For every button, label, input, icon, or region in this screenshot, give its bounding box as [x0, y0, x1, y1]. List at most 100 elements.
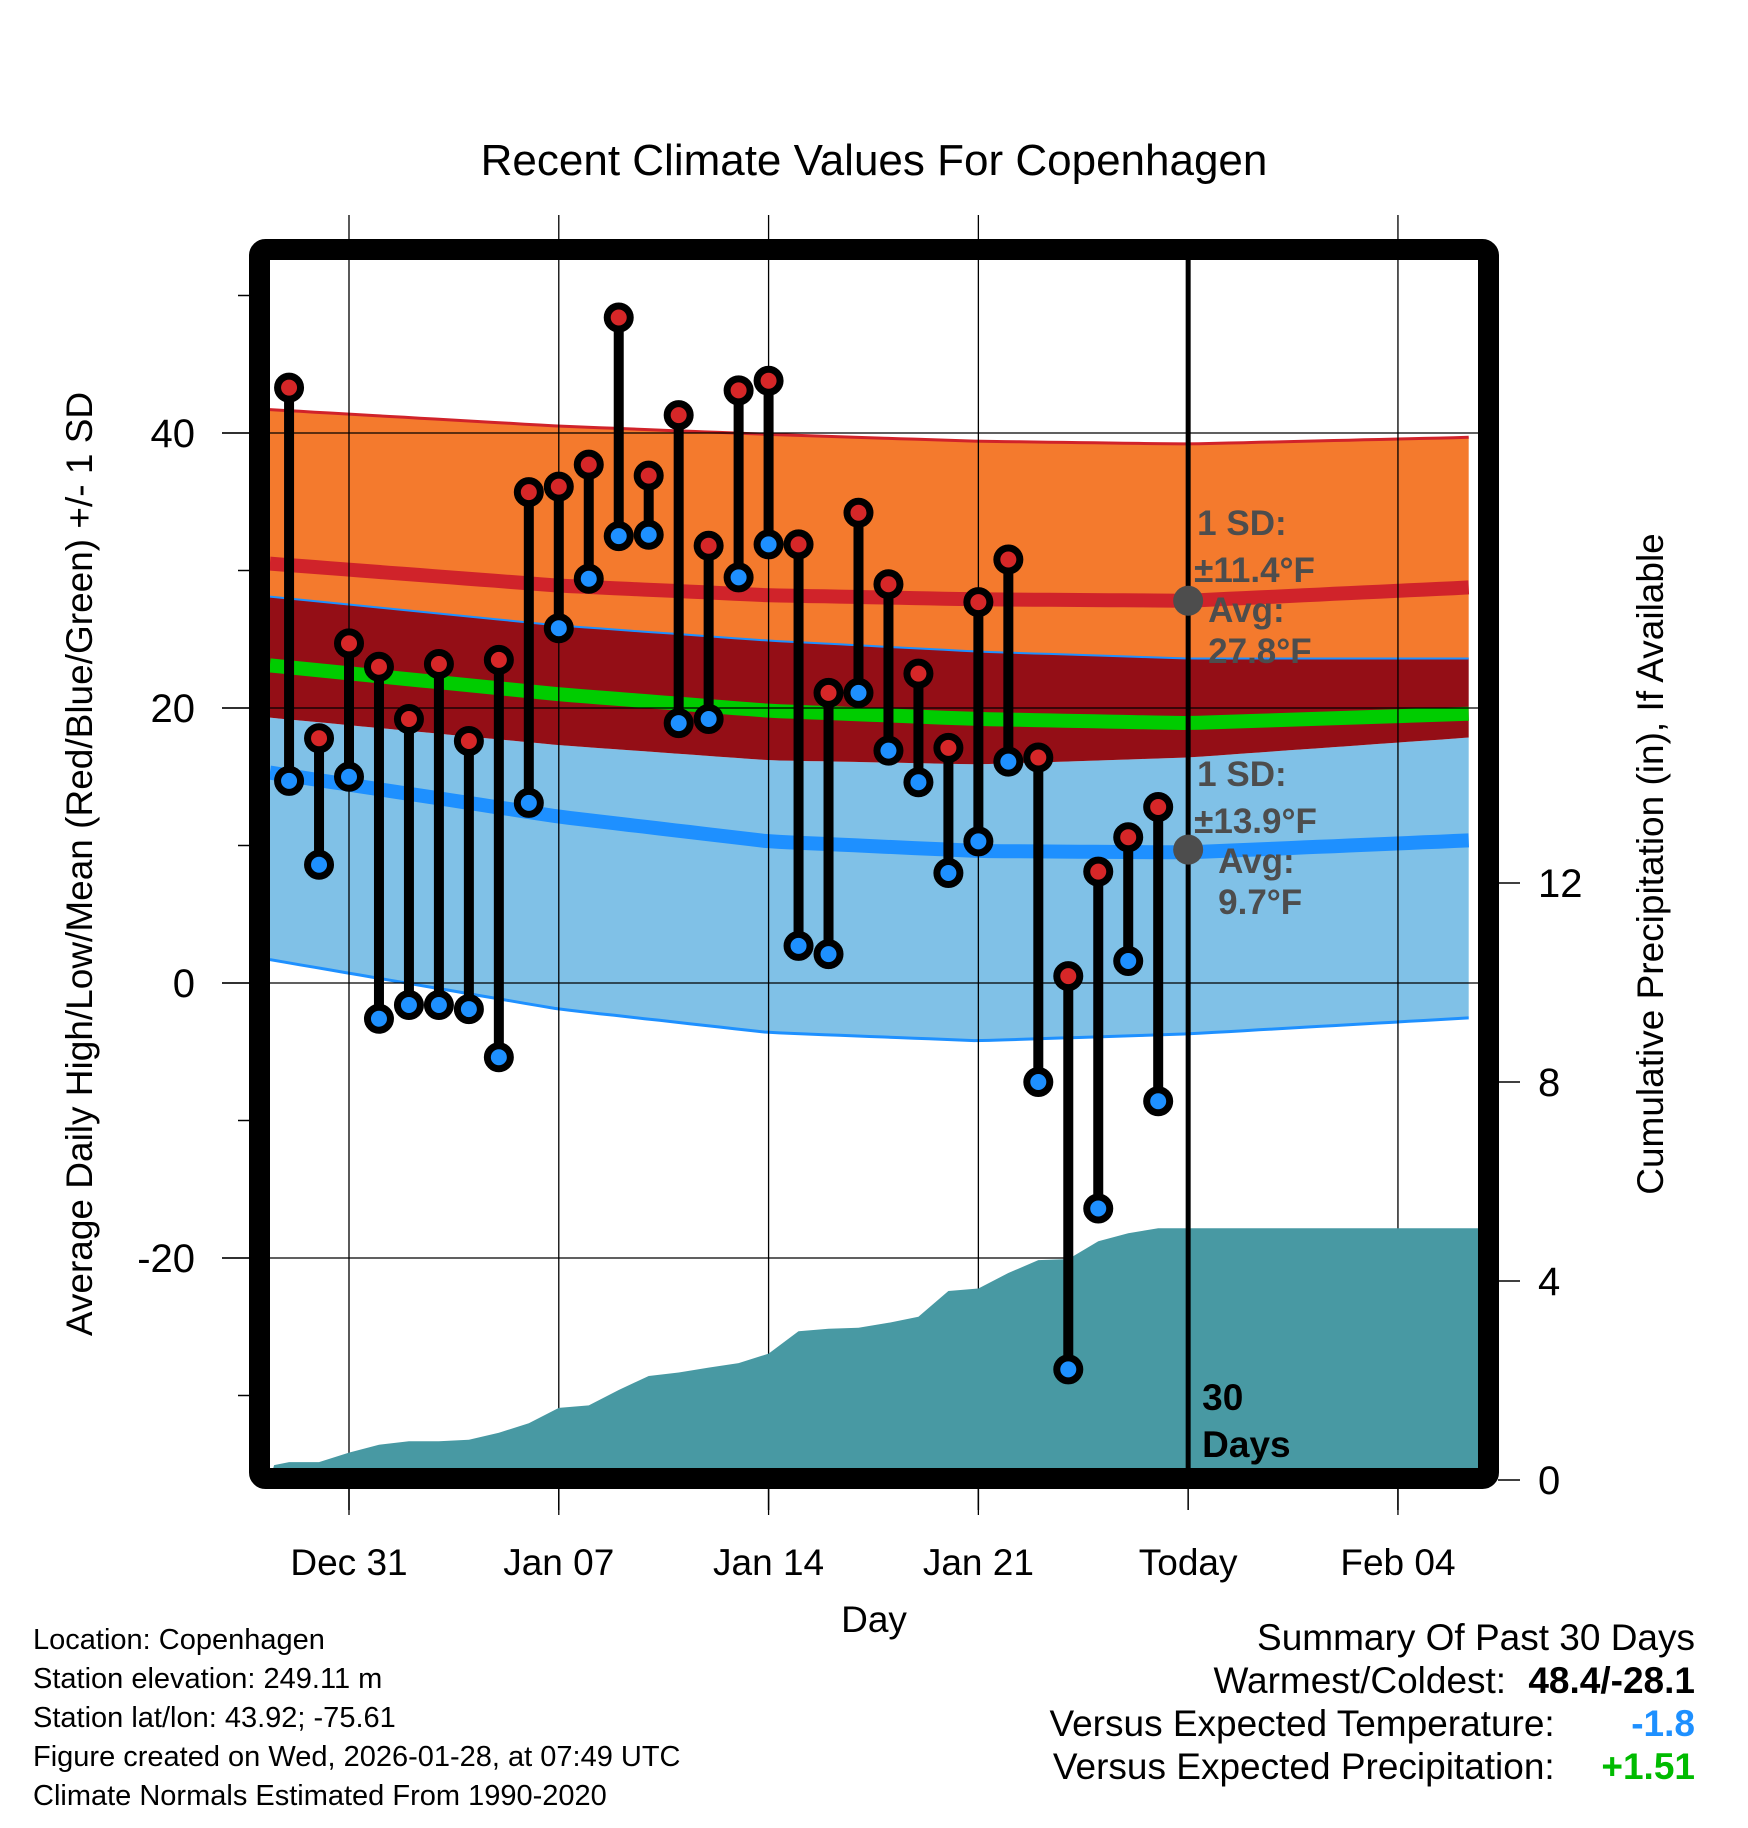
daily-high-point	[423, 649, 454, 679]
normals-text: Climate Normals Estimated From 1990-2020	[33, 1780, 607, 1812]
x-tick-label: Dec 31	[290, 1542, 407, 1583]
elevation-text: Station elevation: 249.11 m	[33, 1663, 383, 1695]
daily-mark	[1053, 961, 1084, 1385]
high-sd-value: ±11.4°F	[1194, 551, 1315, 590]
daily-marks	[274, 302, 1174, 1385]
daily-low-point	[483, 1042, 514, 1073]
daily-mark	[1083, 856, 1114, 1224]
chart-title: Recent Climate Values For Copenhagen	[481, 136, 1268, 185]
y2-axis-label: Cumulative Precipitation (in), If Availa…	[1630, 533, 1671, 1195]
high-avg-dot	[1173, 585, 1204, 616]
daily-high-point	[1113, 822, 1144, 853]
daily-mark	[873, 569, 904, 766]
precip-area	[273, 1228, 1478, 1468]
daily-mark	[663, 400, 694, 739]
daily-mark	[1023, 742, 1054, 1097]
daily-mark	[274, 372, 305, 796]
high-plus-sd-line	[270, 408, 1469, 446]
summary-panel: Summary Of Past 30 Days Warmest/Coldest:…	[1049, 1616, 1695, 1788]
x-tick-label: Today	[1139, 1542, 1238, 1583]
daily-high-point	[573, 449, 604, 480]
low-sd-label: 1 SD:	[1197, 755, 1286, 794]
daily-mark	[453, 726, 484, 1025]
daily-high-point	[513, 477, 544, 508]
low-avg-label: Avg:	[1218, 842, 1294, 881]
x-tick-label: Jan 14	[713, 1542, 824, 1583]
location-text: Location: Copenhagen	[33, 1624, 325, 1656]
days-word-label: Days	[1202, 1424, 1290, 1465]
daily-mark	[903, 658, 934, 798]
daily-mark	[633, 460, 664, 550]
summary-temp: Versus Expected Temperature: -1.8	[1049, 1702, 1695, 1745]
daily-low-point	[1053, 1354, 1084, 1385]
daily-high-point	[813, 677, 844, 708]
daily-mark	[993, 544, 1024, 777]
daily-low-point	[603, 521, 634, 552]
daily-high-point	[363, 651, 394, 682]
y2-tick-label: 8	[1538, 1061, 1560, 1105]
daily-low-point	[1113, 946, 1144, 976]
x-tick-label: Jan 07	[503, 1542, 614, 1583]
daily-mark	[753, 365, 784, 560]
daily-low-point	[873, 735, 904, 766]
daily-low-point	[423, 990, 454, 1020]
avg-high-line	[270, 556, 1470, 608]
daily-high-point	[633, 460, 664, 491]
plot-frame	[249, 239, 1499, 1489]
daily-low-point	[963, 826, 994, 857]
daily-high-point	[334, 628, 364, 659]
temp-label: Versus Expected Temperature:	[1049, 1703, 1555, 1744]
daily-mark	[693, 530, 724, 734]
daily-high-point	[393, 704, 424, 734]
daily-mark	[813, 677, 844, 970]
warm-cold-label: Warmest/Coldest:	[1213, 1660, 1507, 1701]
y-tick-label: 20	[151, 687, 196, 731]
daily-mark	[843, 497, 874, 708]
created-text: Figure created on Wed, 2026-01-28, at 07…	[33, 1741, 681, 1773]
daily-low-point	[753, 529, 784, 560]
low-avg-value: 9.7°F	[1218, 883, 1302, 922]
daily-high-point	[1143, 792, 1174, 822]
daily-low-point	[513, 787, 544, 818]
daily-high-point	[933, 732, 964, 763]
daily-mark	[723, 375, 754, 593]
daily-high-point	[304, 723, 335, 754]
avg-mean-line	[270, 658, 1469, 731]
y-axis-label: Average Daily High/Low/Mean (Red/Blue/Gr…	[59, 392, 100, 1336]
station-info: Location: Copenhagen Station elevation: …	[33, 1621, 681, 1816]
daily-mark	[513, 477, 544, 818]
daily-low-point	[363, 1003, 394, 1034]
daily-high-point	[1083, 856, 1114, 887]
daily-low-point	[1083, 1193, 1114, 1224]
daily-low-point	[663, 708, 694, 739]
daily-mark	[393, 704, 424, 1020]
temp-value: -1.8	[1631, 1703, 1695, 1744]
daily-high-point	[693, 530, 724, 561]
latlon-text: Station lat/lon: 43.92; -75.61	[33, 1702, 396, 1734]
daily-mark	[423, 649, 454, 1020]
x-tick-label: Feb 04	[1340, 1542, 1455, 1583]
daily-low-point	[843, 677, 874, 708]
daily-low-point	[633, 519, 664, 550]
high-avg-value: 27.8°F	[1208, 632, 1312, 671]
daily-mark	[963, 587, 994, 857]
daily-low-point	[1023, 1067, 1054, 1097]
daily-mark	[543, 471, 574, 644]
axes: -20 0 20 40 0 4 8 12 Dec 31 Jan 07 Jan 14 Jan 21 Tod…	[137, 294, 1583, 1583]
daily-low-point	[813, 939, 844, 970]
x-tick-label: Jan 21	[923, 1542, 1034, 1583]
daily-low-point	[933, 858, 964, 888]
y-tick-label: 40	[151, 412, 196, 456]
summary-title: Summary Of Past 30 Days	[1257, 1617, 1695, 1658]
daily-low-point	[573, 563, 604, 594]
daily-high-point	[993, 544, 1024, 575]
daily-high-point	[1023, 742, 1054, 773]
daily-mark	[933, 732, 964, 888]
high-minus-sd-line	[270, 595, 1469, 660]
daily-low-point	[693, 704, 724, 734]
y2-tick-label: 4	[1538, 1260, 1560, 1304]
daily-high-point	[483, 644, 514, 675]
daily-high-point	[663, 400, 694, 431]
x-axis-label: Day	[841, 1599, 907, 1640]
